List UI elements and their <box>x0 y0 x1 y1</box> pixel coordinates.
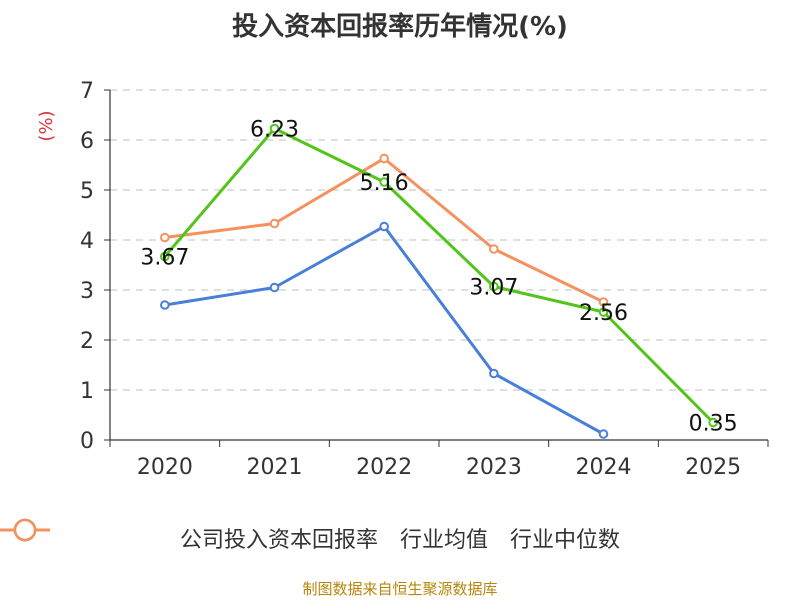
data-label: 2.56 <box>579 301 628 326</box>
data-point <box>379 177 389 187</box>
data-point <box>379 221 389 232</box>
data-point <box>160 251 170 262</box>
data-point <box>598 307 609 317</box>
y-tick-label: 0 <box>80 429 94 454</box>
data-label: 3.07 <box>469 276 518 301</box>
series-line <box>163 127 715 424</box>
data-point <box>269 282 280 293</box>
y-tick-label: 7 <box>80 79 94 104</box>
x-tick-label: 2020 <box>137 455 193 480</box>
y-tick-label: 3 <box>80 279 94 304</box>
data-label: 0.35 <box>689 412 738 437</box>
data-point <box>489 244 499 254</box>
y-tick-label: 2 <box>80 329 94 354</box>
data-point <box>708 417 718 428</box>
data-point <box>160 232 170 243</box>
data-point <box>598 297 609 307</box>
x-tick-label: 2024 <box>576 455 632 480</box>
data-point <box>489 368 499 379</box>
y-tick-label: 5 <box>80 179 94 204</box>
data-point <box>379 153 389 164</box>
data-point <box>269 123 280 134</box>
series-line <box>164 225 605 436</box>
chart-title: 投入资本回报率历年情况(%) <box>232 12 568 42</box>
y-tick-label: 1 <box>80 379 94 404</box>
data-label: 5.16 <box>360 171 409 196</box>
x-tick-label: 2021 <box>247 455 303 480</box>
x-tick-label: 2025 <box>685 455 741 480</box>
data-label: 3.67 <box>140 246 189 271</box>
legend-item[interactable]: 行业均值 <box>0 518 488 554</box>
data-point <box>160 300 170 310</box>
legend-label: 公司投入资本回报率 <box>179 528 378 553</box>
data-label: 6.23 <box>250 118 299 143</box>
data-point <box>598 429 609 439</box>
y-axis-label: (%) <box>36 110 57 141</box>
y-tick-label: 6 <box>80 129 94 154</box>
data-point <box>269 218 280 229</box>
data-point <box>489 281 499 292</box>
source-note: 制图数据来自恒生聚源数据库 <box>302 580 498 598</box>
legend: 公司投入资本回报率 行业均值 行业中位数 <box>0 518 800 558</box>
legend-label: 行业均值 <box>399 528 488 553</box>
legend-item[interactable]: 公司投入资本回报率 <box>0 518 378 554</box>
x-tick-label: 2023 <box>466 455 522 480</box>
x-tick-label: 2022 <box>356 455 412 480</box>
legend-swatch-icon <box>0 518 50 542</box>
legend-label: 行业中位数 <box>510 528 621 553</box>
y-tick-label: 4 <box>80 229 94 254</box>
legend-item[interactable]: 行业中位数 <box>0 518 621 554</box>
